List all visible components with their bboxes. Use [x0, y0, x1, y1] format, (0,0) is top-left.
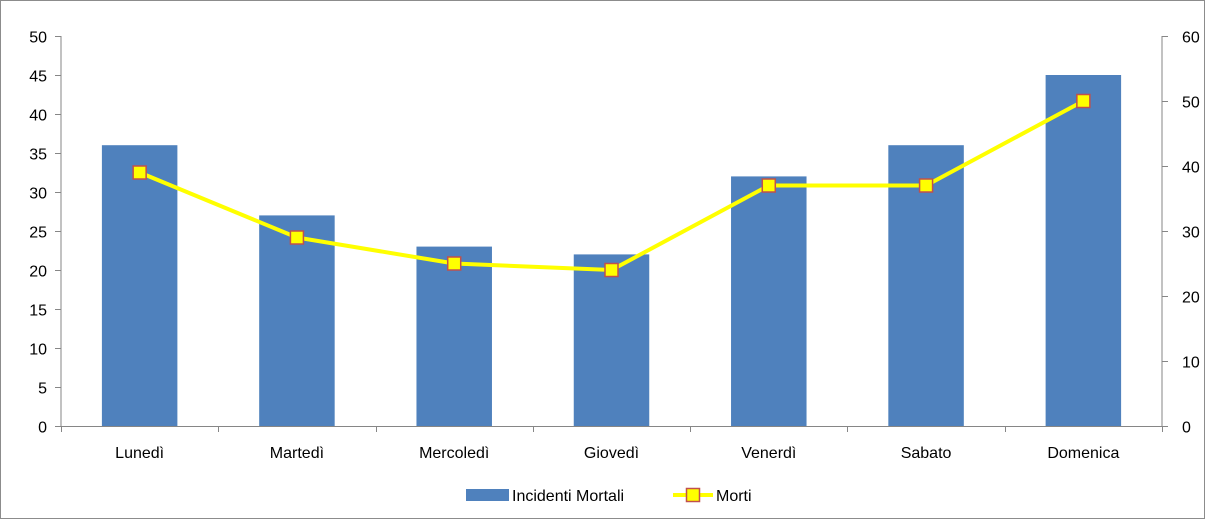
x-axis-category-label: Lunedì	[115, 445, 164, 462]
line-point-marker	[289, 230, 305, 245]
line-point-marker	[132, 165, 147, 180]
left-axis-tick-label: 35	[29, 147, 47, 164]
right-axis-tick-label: 10	[1182, 355, 1200, 372]
bar	[1045, 75, 1122, 426]
left-axis-tick-label: 40	[29, 108, 47, 125]
legend-swatch-incidenti	[466, 489, 509, 501]
right-axis-tick-label: 40	[1182, 160, 1200, 177]
line-point-marker	[446, 256, 462, 271]
left-axis-tick-label: 10	[29, 342, 47, 359]
x-axis-category-label: Venerdì	[741, 445, 796, 462]
x-axis-category-label: Mercoledì	[419, 445, 489, 462]
line-point-marker	[1076, 93, 1091, 109]
legend: Incidenti Mortali Morti	[466, 487, 752, 505]
legend-label-incidenti: Incidenti Mortali	[512, 488, 624, 505]
left-axis-tick-label: 30	[29, 186, 47, 203]
line-point-marker	[761, 178, 777, 193]
bar	[101, 145, 178, 426]
left-axis-tick-label: 5	[38, 381, 47, 398]
legend-swatch-morti-marker	[685, 487, 701, 503]
legend-label-morti: Morti	[716, 488, 752, 505]
left-axis-tick-label: 20	[29, 264, 47, 281]
left-axis-tick-label: 0	[38, 420, 47, 437]
bar	[573, 254, 650, 426]
right-axis-tick-label: 0	[1182, 420, 1191, 437]
line-point-marker	[604, 262, 619, 278]
axes: 0 5 10 15 20 25 30 35 40 45 50 0 10 20 30 40 50 60 Lunedì M…	[29, 30, 1200, 463]
left-axis-tick-label: 15	[29, 303, 47, 320]
line-point-marker	[918, 178, 934, 193]
line-series	[132, 93, 1091, 278]
right-axis-tick-label: 30	[1182, 225, 1200, 242]
bar	[416, 246, 492, 426]
right-axis-tick-label: 50	[1182, 95, 1200, 112]
bar	[731, 176, 807, 426]
bar-series	[101, 75, 1122, 426]
bar	[259, 215, 335, 426]
right-axis-tick-label: 60	[1182, 30, 1200, 47]
x-axis-category-label: Martedì	[270, 445, 324, 462]
left-axis-tick-label: 25	[29, 225, 47, 242]
x-axis-category-label: Sabato	[901, 445, 952, 462]
x-axis-category-label: Domenica	[1047, 445, 1119, 462]
x-axis-category-label: Giovedì	[584, 445, 639, 462]
left-axis-tick-label: 45	[29, 69, 47, 86]
right-axis-tick-label: 20	[1182, 290, 1200, 307]
left-axis-tick-label: 50	[29, 30, 47, 47]
